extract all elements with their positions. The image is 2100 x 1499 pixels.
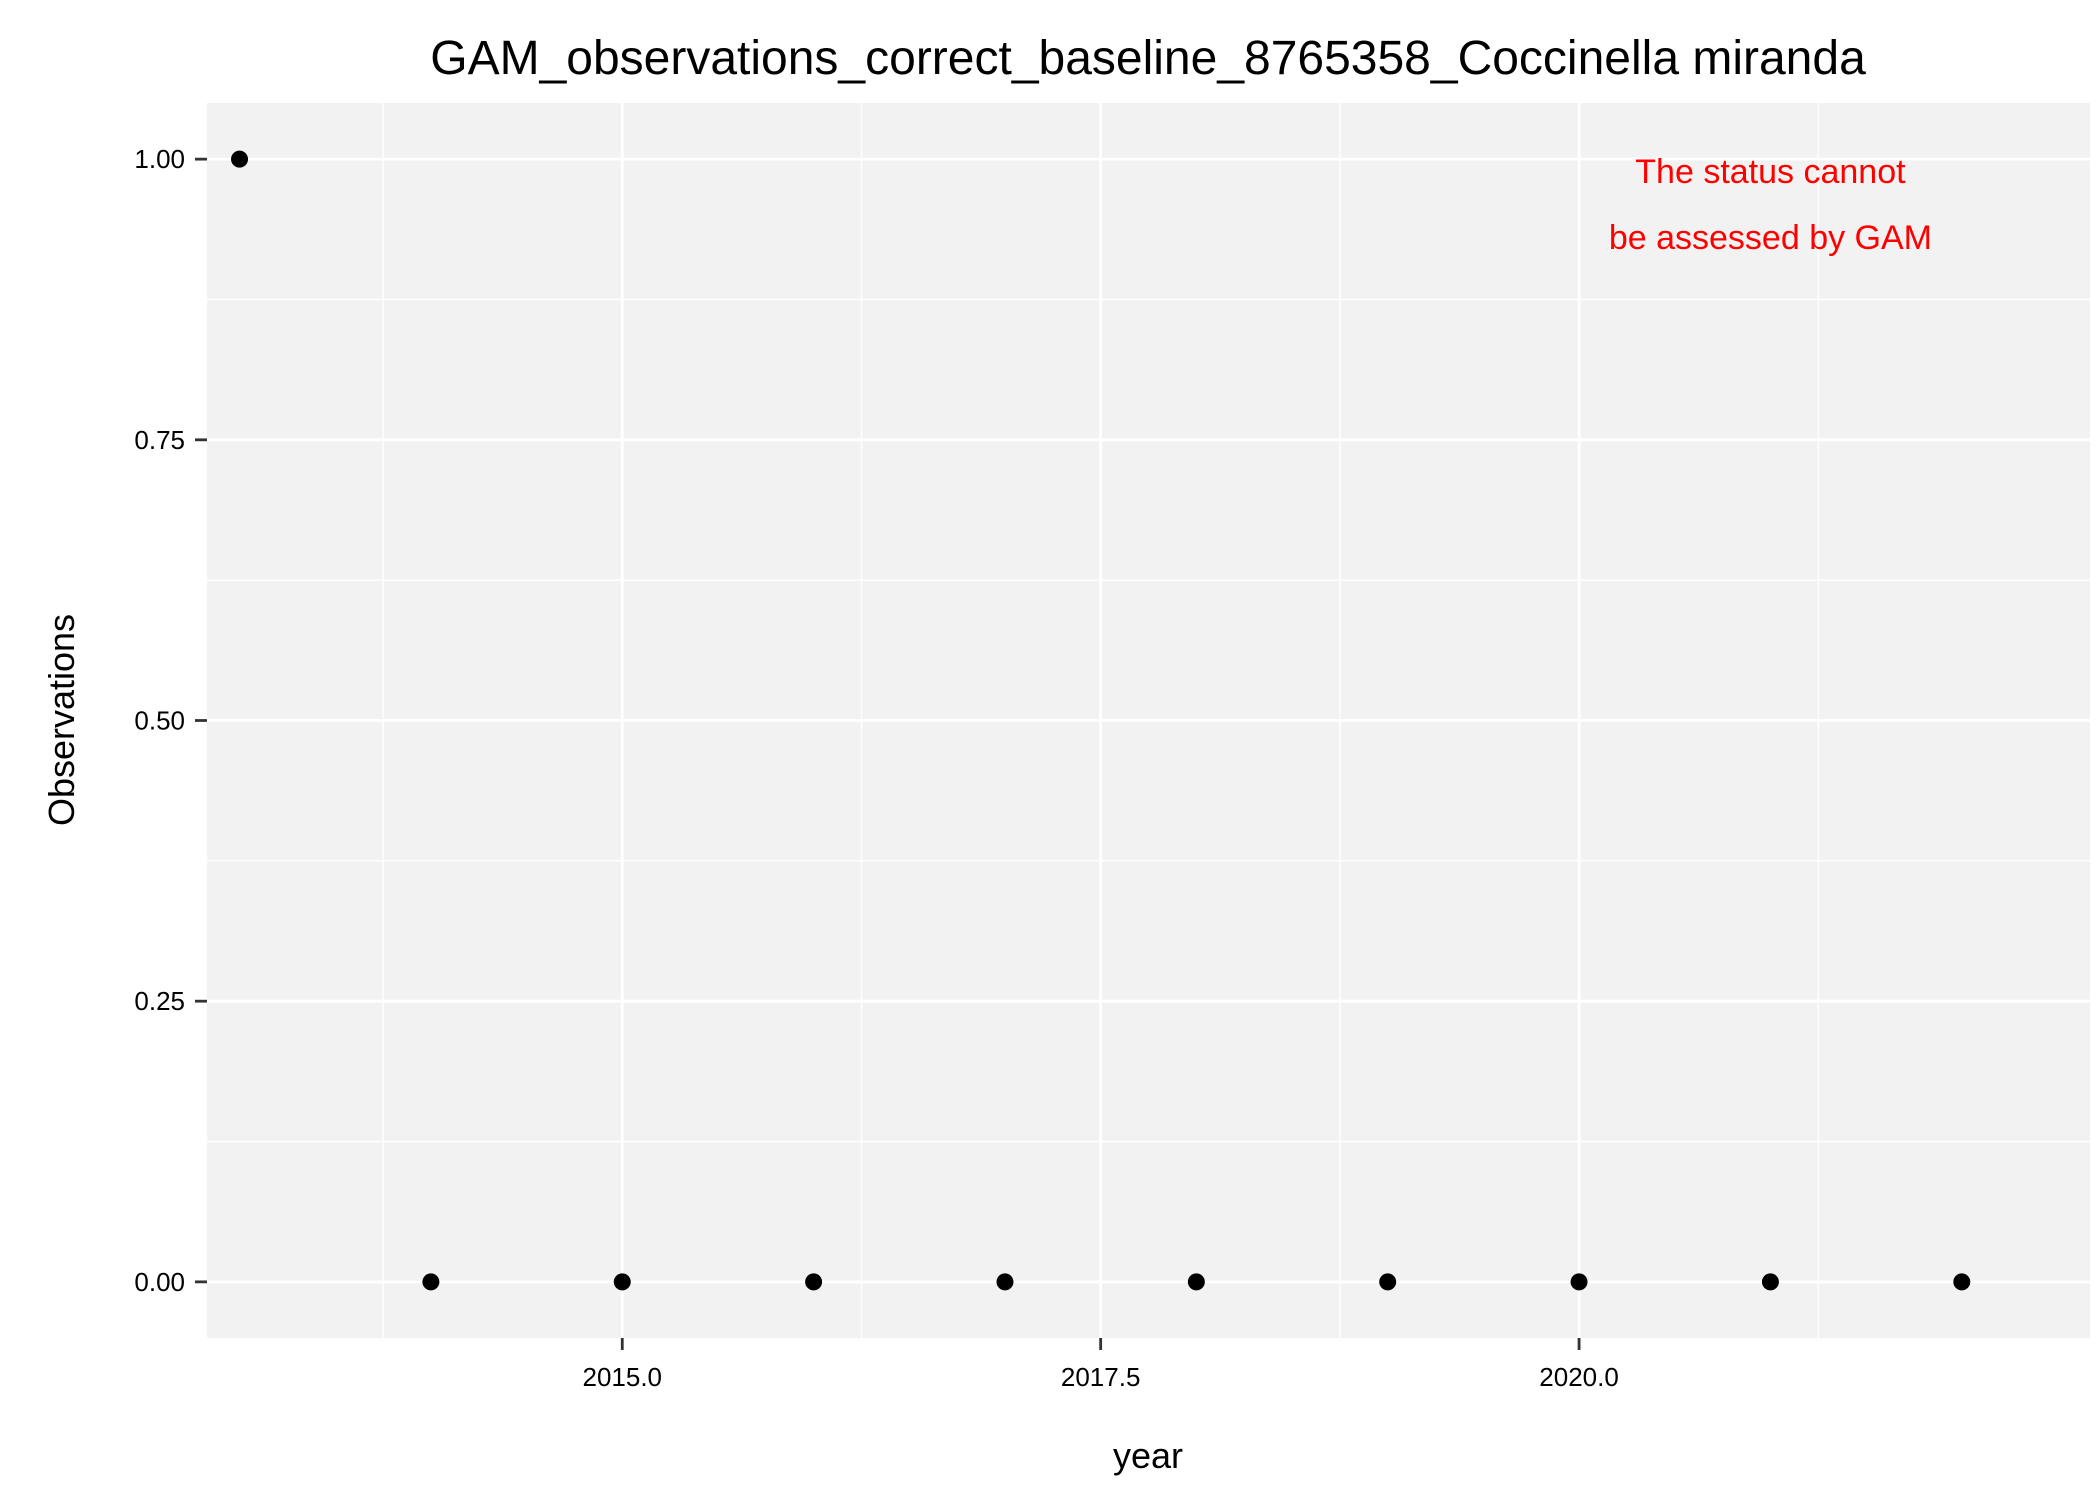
y-tick-label: 0.00 <box>134 1267 185 1297</box>
x-tick-label: 2017.5 <box>1061 1362 1141 1392</box>
y-tick-label: 1.00 <box>134 144 185 174</box>
y-tick-label: 0.50 <box>134 706 185 736</box>
x-axis-title: year <box>1113 1435 1183 1476</box>
y-tick-label: 0.25 <box>134 986 185 1016</box>
y-tick-label: 0.75 <box>134 425 185 455</box>
data-point <box>613 1273 631 1291</box>
data-point <box>805 1273 823 1291</box>
data-point <box>1570 1273 1588 1291</box>
chart-title: GAM_observations_correct_baseline_876535… <box>430 32 1866 85</box>
annotation-line: The status cannot <box>1635 153 1906 191</box>
x-tick-label: 2020.0 <box>1539 1362 1619 1392</box>
data-points <box>231 150 1971 1291</box>
data-point <box>422 1273 440 1291</box>
y-axis: 0.00 0.25 0.50 0.75 1.00 <box>134 144 207 1297</box>
x-tick-label: 2015.0 <box>582 1362 662 1392</box>
annotation: The status cannot be assessed by GAM <box>1609 153 1932 257</box>
data-point <box>1761 1273 1779 1291</box>
data-point <box>1379 1273 1397 1291</box>
y-axis-title: Observations <box>41 614 82 826</box>
annotation-line: be assessed by GAM <box>1609 219 1932 257</box>
data-point <box>1187 1273 1205 1291</box>
data-point <box>996 1273 1014 1291</box>
data-point <box>231 150 249 168</box>
data-point <box>1953 1273 1971 1291</box>
x-axis: 2015.0 2017.5 2020.0 <box>582 1338 1619 1392</box>
